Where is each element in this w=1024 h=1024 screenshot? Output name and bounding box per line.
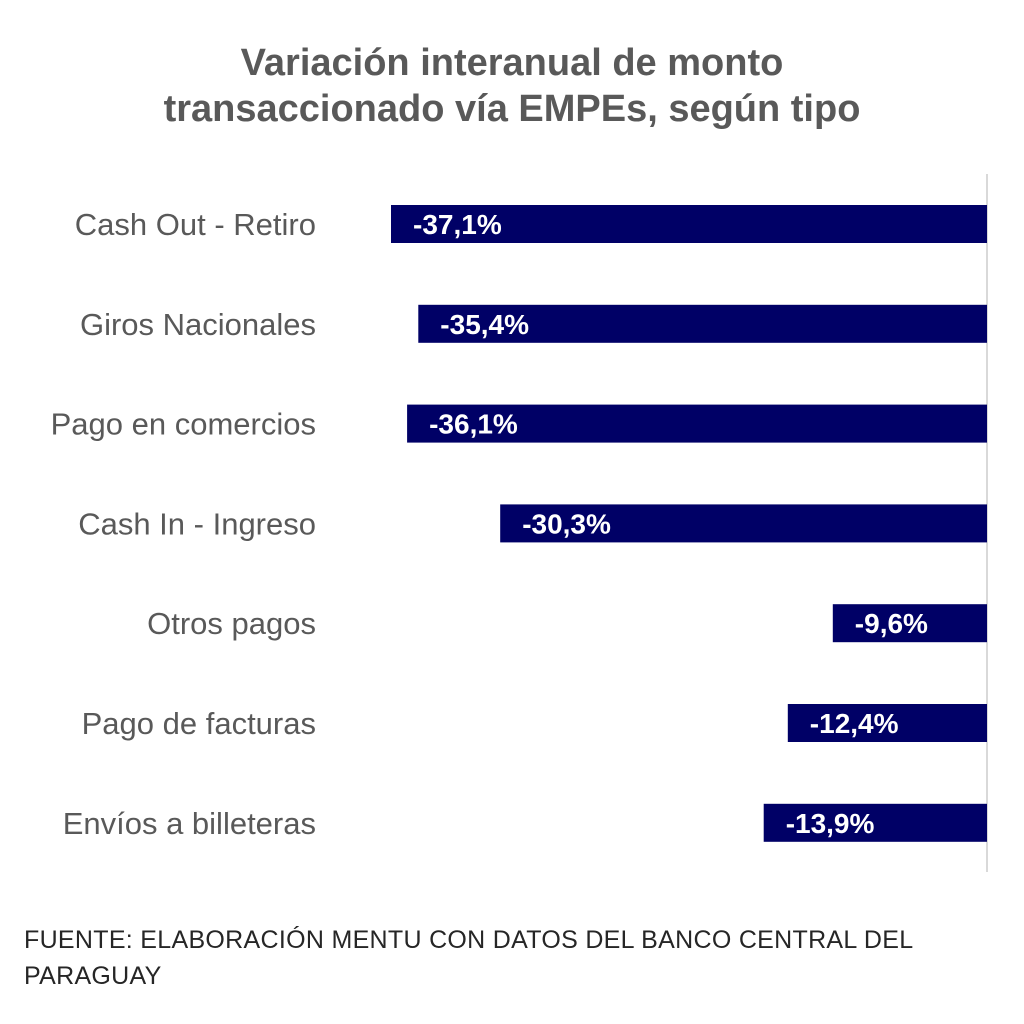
data-label: -13,9% xyxy=(786,808,875,839)
chart-title-line-2: transaccionado vía EMPEs, según tipo xyxy=(163,88,861,130)
category-label: Pago en comercios xyxy=(51,407,316,442)
bars-group: Cash Out - Retiro -37,1% Giros Nacionales -… xyxy=(51,205,988,842)
category-label: Pago de facturas xyxy=(82,706,316,741)
category-label: Cash Out - Retiro xyxy=(75,207,316,242)
data-label: -37,1% xyxy=(413,209,502,240)
data-label: -12,4% xyxy=(810,708,899,739)
data-label: -9,6% xyxy=(855,608,928,639)
data-label: -30,3% xyxy=(522,508,611,539)
data-label: -36,1% xyxy=(429,409,518,440)
bar xyxy=(418,304,987,343)
category-label: Giros Nacionales xyxy=(80,307,316,342)
bar xyxy=(500,504,987,543)
category-label: Envíos a billeteras xyxy=(63,806,316,841)
source-note: FUENTE: ELABORACIÓN MENTU CON DATOS DEL … xyxy=(24,926,913,990)
data-label: -35,4% xyxy=(440,309,529,340)
chart-title-line-1: Variación interanual de monto xyxy=(240,42,784,84)
chart-title: Variación interanual de monto transaccio… xyxy=(0,40,1024,132)
bar xyxy=(832,604,987,643)
bar xyxy=(763,803,987,842)
category-label: Cash In - Ingreso xyxy=(78,506,316,541)
bar xyxy=(391,205,987,243)
bar xyxy=(407,404,988,443)
category-label: Otros pagos xyxy=(147,606,316,641)
bar xyxy=(787,704,987,742)
